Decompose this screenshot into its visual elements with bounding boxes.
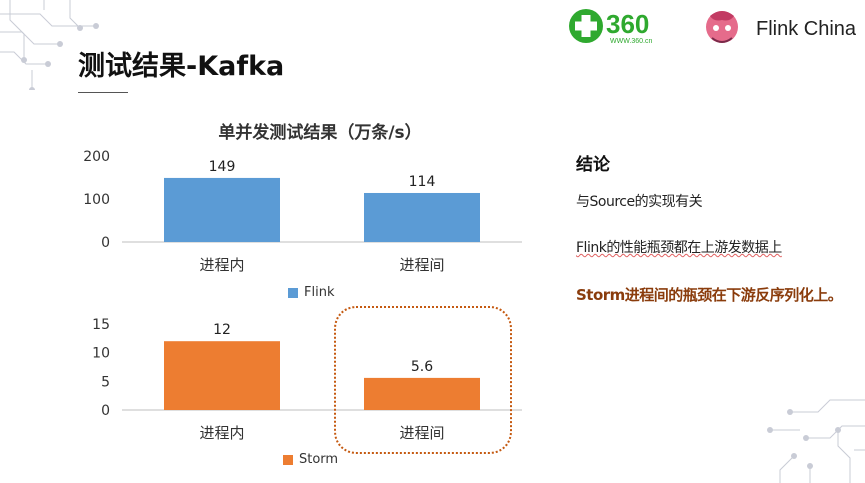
storm-bar <box>364 377 480 410</box>
flink-category-label: 进程内 <box>199 256 244 274</box>
highlight-box <box>334 306 512 454</box>
logo-360-url: WWW.360.cn <box>610 38 653 45</box>
storm-legend-swatch <box>283 454 293 465</box>
flink-ytick-label: 200 <box>83 149 110 165</box>
storm-bar-chart: 0 5 10 15 12 进程内 5.6 进程间 <box>92 317 522 442</box>
storm-ytick-label: 0 <box>101 403 110 419</box>
flink-category-label: 进程间 <box>399 256 444 274</box>
flink-legend: Flink <box>288 285 334 300</box>
storm-data-label: 5.6 <box>411 359 433 375</box>
conclusion-line-flink: Flink的性能瓶颈都在上游发数据上 <box>576 240 782 256</box>
conclusion-heading: 结论 <box>576 155 610 175</box>
title-divider <box>78 92 128 93</box>
flink-china-text: Flink China <box>756 18 857 40</box>
circuit-decoration-bottom-right <box>767 399 865 483</box>
storm-ytick-label: 15 <box>92 317 110 333</box>
flink-bar-chart: 0 100 200 149 进程内 114 进程间 <box>83 149 522 274</box>
conclusion-line-storm: Storm进程间的瓶颈在下游反序列化上。 <box>576 286 843 304</box>
flink-bar <box>364 192 480 242</box>
storm-legend: Storm <box>283 452 338 467</box>
flink-bar <box>164 177 280 242</box>
flink-legend-label: Flink <box>304 285 335 300</box>
flink-legend-swatch <box>288 287 298 298</box>
logo-360-text: 360 <box>606 9 649 39</box>
flink-ytick-label: 0 <box>101 235 110 251</box>
chart-title: 单并发测试结果（万条/s） <box>218 123 422 143</box>
flink-data-label: 149 <box>209 159 236 175</box>
conclusion-panel: 结论 与Source的实现有关 Flink的性能瓶颈都在上游发数据上 Storm… <box>576 150 846 333</box>
storm-category-label: 进程间 <box>399 424 444 442</box>
storm-data-label: 12 <box>213 322 231 338</box>
storm-category-label: 进程内 <box>199 424 244 442</box>
logo-360: 360 WWW.360.cn <box>569 9 653 45</box>
storm-ytick-label: 5 <box>101 374 110 390</box>
squirrel-icon <box>706 11 738 43</box>
flink-ytick-label: 100 <box>83 192 110 208</box>
page-title: 测试结果-Kafka <box>78 51 285 82</box>
conclusion-line-source: 与Source的实现有关 <box>576 194 703 210</box>
logo-flink-china: Flink China <box>706 11 857 43</box>
flink-data-label: 114 <box>409 174 436 190</box>
circuit-decoration-top-left <box>0 0 99 90</box>
storm-bar <box>164 341 280 410</box>
storm-ytick-label: 10 <box>92 346 110 362</box>
storm-legend-label: Storm <box>299 452 339 467</box>
